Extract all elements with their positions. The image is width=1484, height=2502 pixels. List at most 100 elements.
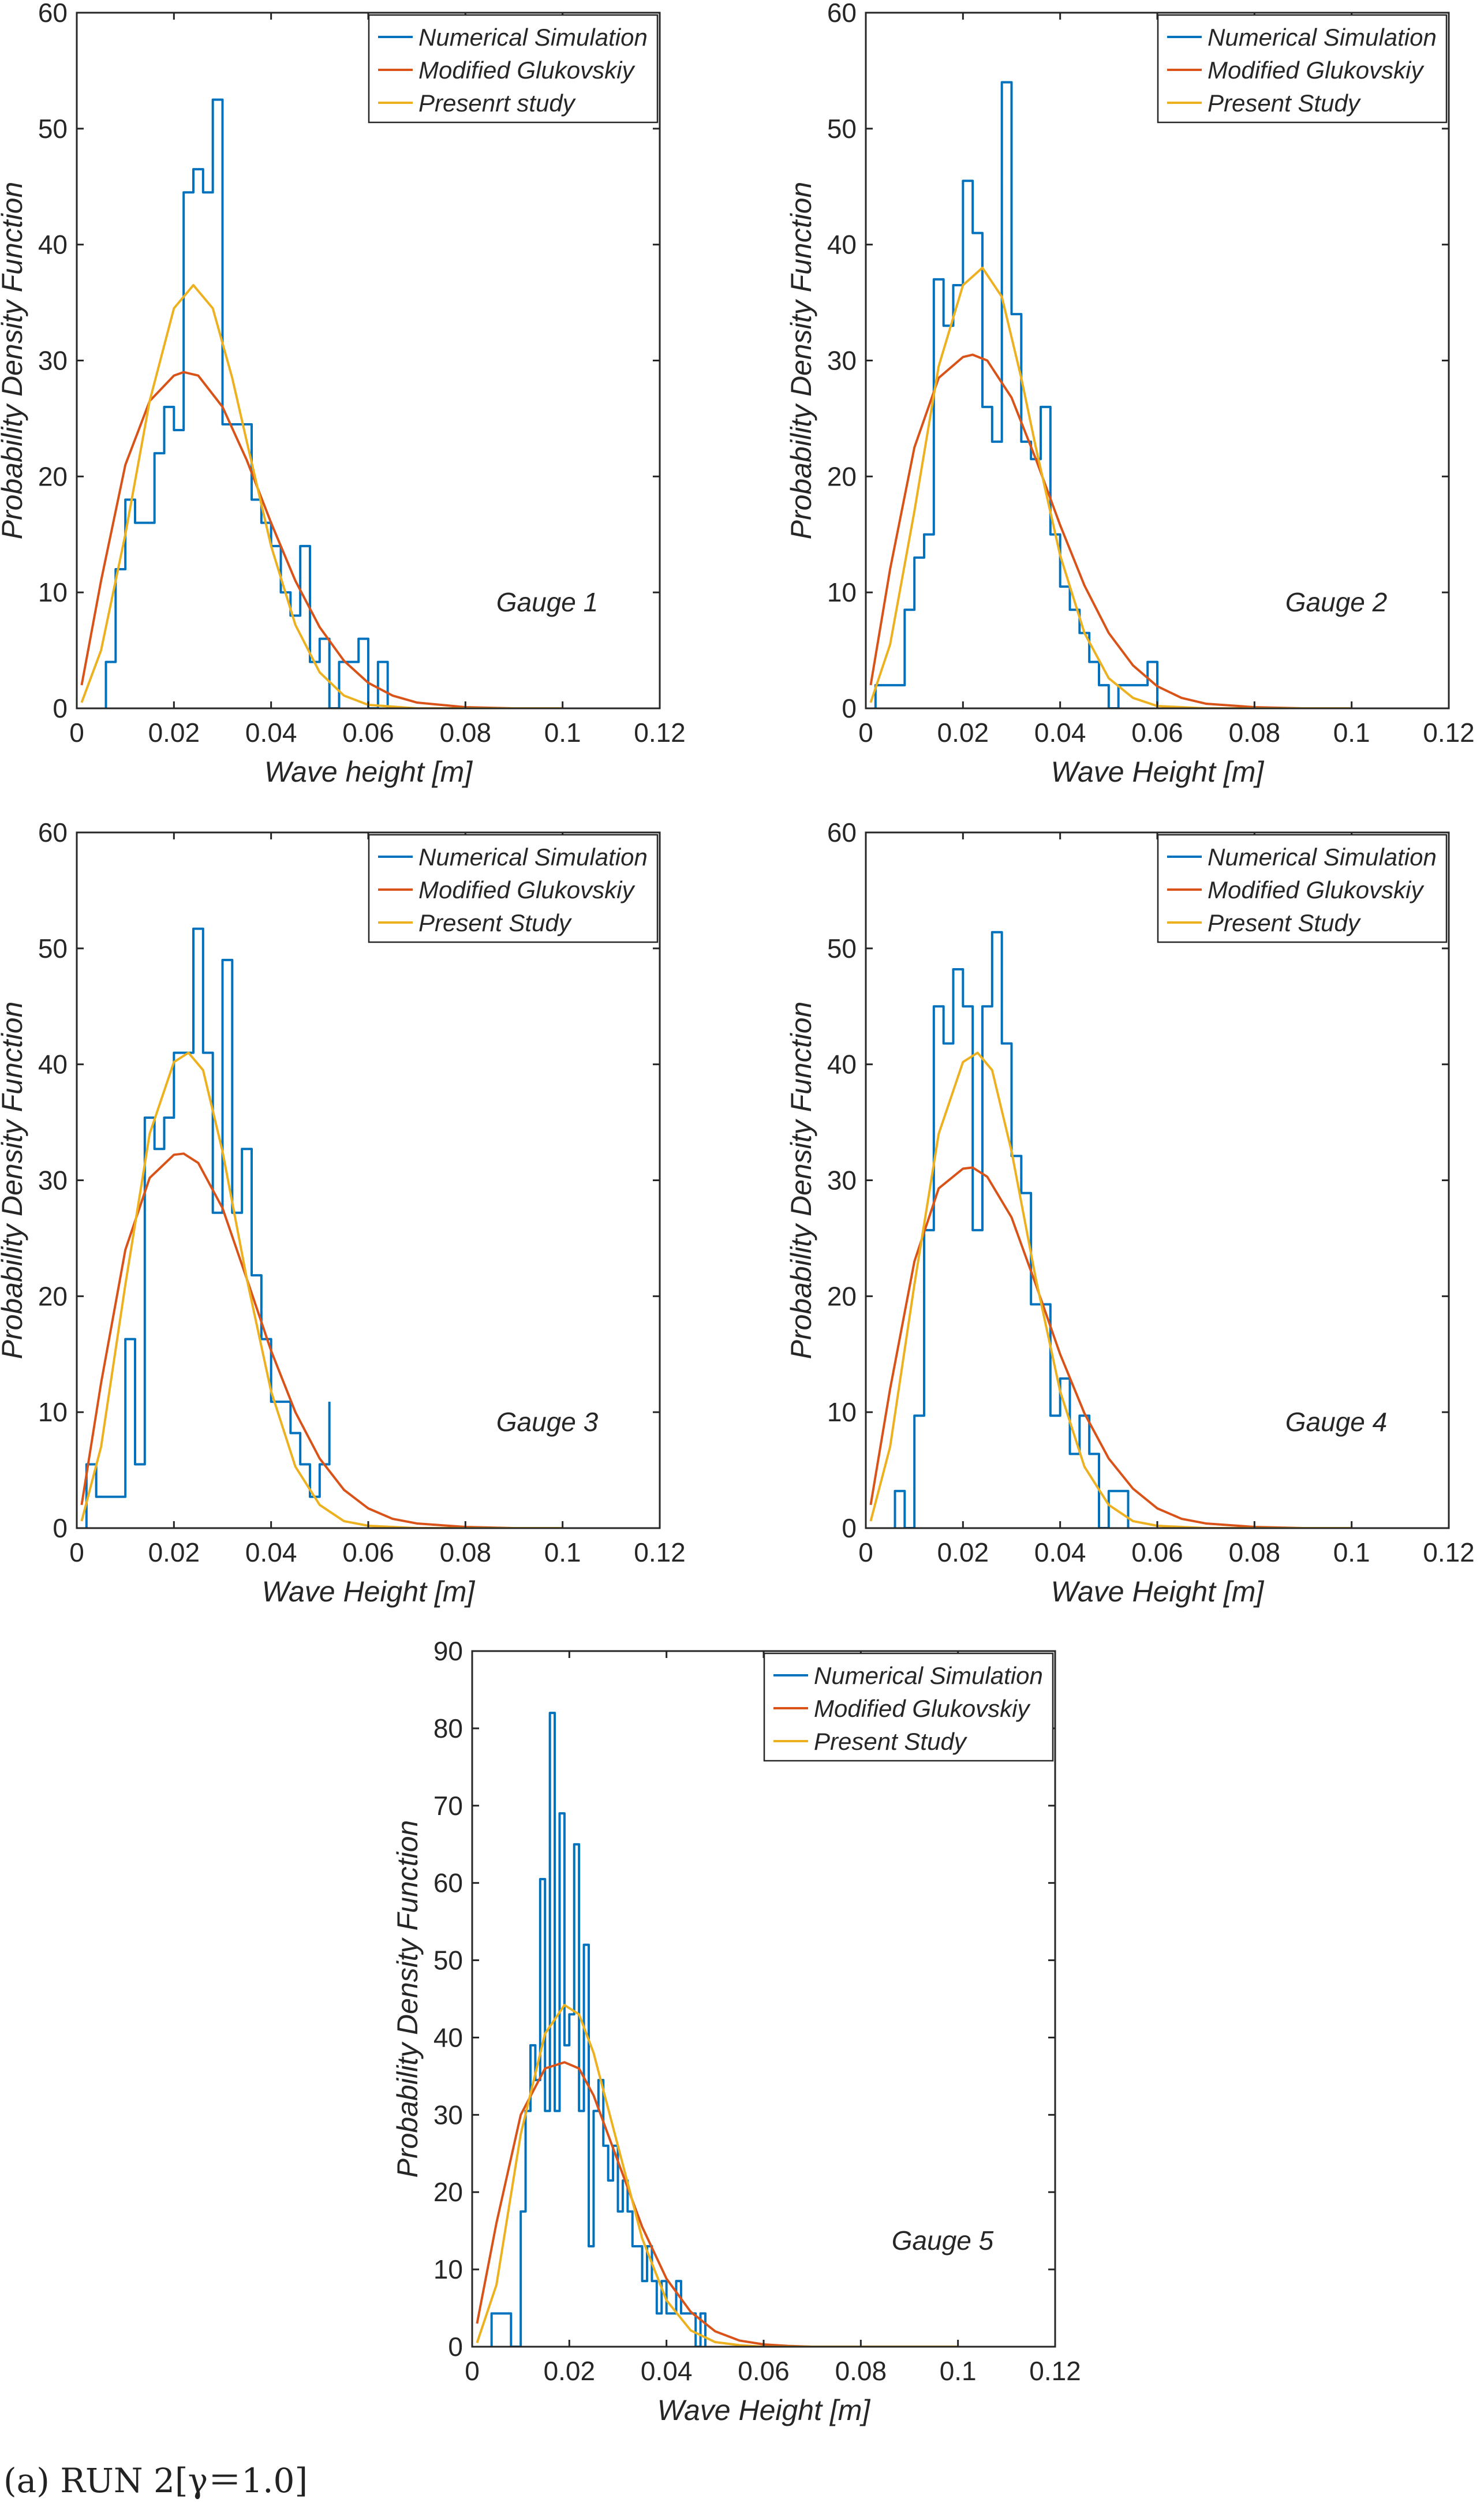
y-tick-label: 90 xyxy=(433,1636,463,1666)
y-tick-label: 0 xyxy=(53,1513,68,1543)
y-tick-label: 10 xyxy=(38,577,68,607)
figure-caption: (a) RUN 2[γ＝1.0] xyxy=(3,2461,308,2500)
x-tick-label: 0.12 xyxy=(1423,1537,1475,1567)
x-tick-label: 0.06 xyxy=(342,718,394,748)
chart-panel-2: 0 0.02 0.04 0.06 0.08 0.1 0.12 0 10 20 30 40 50 60 Wav… xyxy=(785,0,1475,788)
x-tick-label: 0.1 xyxy=(544,1537,581,1567)
x-tick-label: 0.06 xyxy=(1131,1537,1183,1567)
gauge-label: Gauge 3 xyxy=(496,1407,599,1437)
y-tick-label: 50 xyxy=(38,114,68,144)
y-axis-label: Probability Density Function xyxy=(0,1002,28,1360)
y-tick-label: 40 xyxy=(827,230,857,260)
legend-entry: Numerical Simulation xyxy=(418,24,648,51)
legend-entry: Modified Glukovskiy xyxy=(1208,876,1425,903)
legend-entry: Present Study xyxy=(1208,909,1362,936)
y-tick-label: 20 xyxy=(38,461,68,491)
legend-box xyxy=(1157,834,1448,943)
series-layer xyxy=(869,81,1352,708)
series-layer xyxy=(80,98,563,708)
gauge-label: Gauge 1 xyxy=(496,587,598,617)
legend-entry: Numerical Simulation xyxy=(1208,843,1437,871)
x-tick-label: 0 xyxy=(465,2356,480,2386)
x-axis-label: Wave Height [m] xyxy=(657,2394,871,2426)
series-present-study-line xyxy=(80,1051,563,1528)
gauge-label: Gauge 5 xyxy=(892,2225,994,2255)
legend-entry: Present Study xyxy=(1208,89,1362,117)
y-tick-label: 40 xyxy=(827,1050,857,1080)
legend: Numerical Simulation Modified Glukovskiy P… xyxy=(763,1652,1054,1762)
x-tick-label: 0.08 xyxy=(440,1537,492,1567)
plot-area xyxy=(76,12,661,709)
x-tick-label: 0.08 xyxy=(835,2356,887,2386)
x-tick-label: 0.02 xyxy=(148,718,200,748)
chart-panel-3: 0 0.02 0.04 0.06 0.08 0.1 0.12 0 10 20 30 40 50 60 Wav… xyxy=(0,817,686,1608)
series-modified-glukovskiy-line xyxy=(476,2061,958,2347)
y-tick-label: 0 xyxy=(448,2332,463,2362)
legend-entry: Present Study xyxy=(814,1728,968,1755)
legend-box xyxy=(1157,14,1448,124)
y-tick-label: 60 xyxy=(827,817,857,847)
y-tick-label: 20 xyxy=(827,461,857,491)
legend: Numerical Simulation Modified Glukovskiy P… xyxy=(368,834,659,943)
x-tick-label: 0.12 xyxy=(634,1537,686,1567)
x-tick-label: 0.08 xyxy=(1229,718,1281,748)
y-tick-label: 70 xyxy=(433,1791,463,1821)
x-tick-label: 0.06 xyxy=(1131,718,1183,748)
legend-entry: Numerical Simulation xyxy=(1208,24,1437,51)
x-axis-label: Wave height [m] xyxy=(264,756,473,788)
x-tick-label: 0.06 xyxy=(342,1537,394,1567)
y-tick-label: 30 xyxy=(38,1166,68,1196)
x-axis-label: Wave Height [m] xyxy=(262,1575,476,1608)
x-tick-label: 0.1 xyxy=(940,2356,977,2386)
series-present-study-line xyxy=(869,266,1352,708)
y-axis-label: Probability Density Function xyxy=(391,1820,424,2178)
y-tick-label: 60 xyxy=(827,0,857,28)
x-tick-label: 0.12 xyxy=(634,718,686,748)
legend-entry: Present Study xyxy=(418,909,573,936)
legend-entry: Modified Glukovskiy xyxy=(1208,57,1425,84)
y-tick-label: 40 xyxy=(38,1050,68,1080)
x-tick-label: 0.1 xyxy=(1333,1537,1370,1567)
legend: Numerical Simulation Modified Glukovskiy P… xyxy=(368,14,659,124)
legend-box xyxy=(368,14,659,124)
x-tick-label: 0 xyxy=(858,718,873,748)
y-tick-label: 20 xyxy=(38,1281,68,1311)
x-tick-label: 0.02 xyxy=(937,718,989,748)
y-axis-label: Probability Density Function xyxy=(0,182,28,540)
series-numerical-simulation-line xyxy=(85,927,331,1528)
plot-area xyxy=(865,12,1450,709)
x-tick-label: 0.04 xyxy=(245,718,297,748)
y-tick-label: 60 xyxy=(433,1868,463,1898)
x-axis-label: Wave Height [m] xyxy=(1051,1575,1265,1608)
x-tick-label: 0.04 xyxy=(245,1537,297,1567)
x-tick-label: 0.1 xyxy=(544,718,581,748)
y-tick-label: 50 xyxy=(827,933,857,964)
chart-panel-4: 0 0.02 0.04 0.06 0.08 0.1 0.12 0 10 20 30 40 50 60 Wav… xyxy=(785,817,1475,1608)
gauge-label: Gauge 4 xyxy=(1285,1407,1387,1437)
series-layer xyxy=(80,927,563,1528)
x-tick-label: 0.02 xyxy=(148,1537,200,1567)
y-tick-label: 40 xyxy=(38,230,68,260)
x-tick-label: 0.06 xyxy=(738,2356,790,2386)
y-tick-label: 0 xyxy=(53,693,68,723)
y-tick-label: 40 xyxy=(433,2022,463,2052)
x-axis-label: Wave Height [m] xyxy=(1051,756,1265,788)
legend-entry: Modified Glukovskiy xyxy=(814,1695,1031,1722)
y-tick-label: 30 xyxy=(827,346,857,376)
chart-panel-1: 0 0.02 0.04 0.06 0.08 0.1 0.12 0 10 20 30 40 50 60 Wav… xyxy=(0,0,686,788)
series-layer xyxy=(869,931,1352,1528)
x-tick-label: 0.08 xyxy=(440,718,492,748)
y-tick-label: 10 xyxy=(827,577,857,607)
plot-area xyxy=(865,831,1450,1529)
y-axis-label: Probability Density Function xyxy=(785,182,817,540)
series-modified-glukovskiy-line xyxy=(869,1166,1352,1528)
x-tick-label: 0 xyxy=(858,1537,873,1567)
series-numerical-simulation-line xyxy=(874,81,1158,708)
legend-entry: Presenrt study xyxy=(418,89,577,117)
series-modified-glukovskiy-line xyxy=(80,1152,563,1528)
y-tick-label: 50 xyxy=(38,933,68,964)
gauge-label: Gauge 2 xyxy=(1285,587,1387,617)
legend: Numerical Simulation Modified Glukovskiy P… xyxy=(1157,14,1448,124)
legend-entry: Modified Glukovskiy xyxy=(418,876,636,903)
series-present-study-line xyxy=(869,1051,1352,1528)
